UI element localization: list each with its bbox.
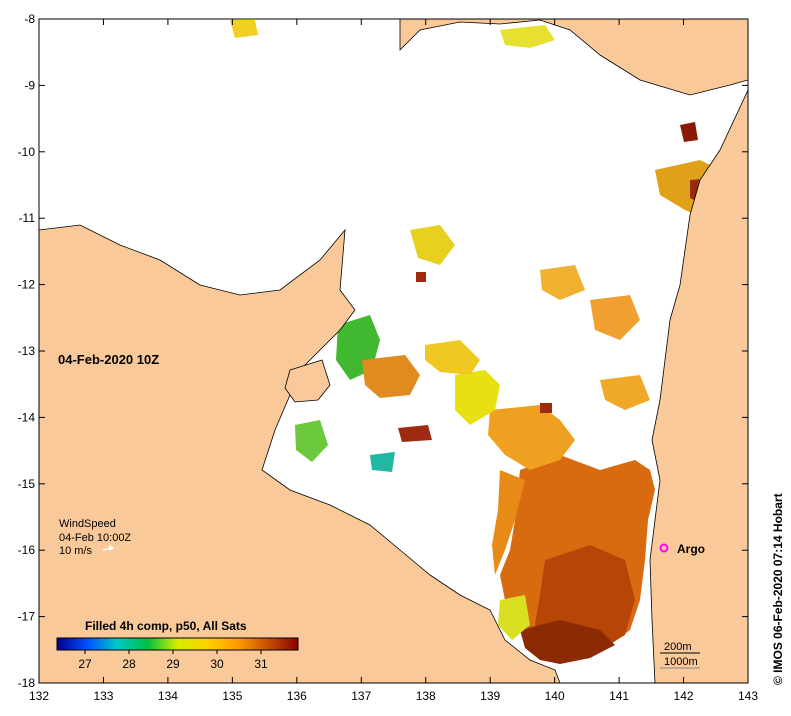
sst-patch-teal-1 [370,452,395,472]
date-label: 04-Feb-2020 10Z [58,352,159,367]
colorbar-tick-label: 30 [210,657,224,671]
y-tick-label: -14 [18,410,36,424]
x-tick-label: 139 [480,689,500,703]
wind-scale-label: 10 m/s [59,545,93,557]
x-tick-label: 134 [158,689,178,703]
land-cape-york [649,19,748,683]
y-tick-label: -15 [18,477,36,491]
sst-patch-ne-dark [680,122,698,142]
sst-patch-north-yellow [500,25,555,48]
y-tick-label: -12 [18,278,36,292]
wind-time: 04-Feb 10:00Z [59,532,131,544]
y-tick-label: -13 [18,344,36,358]
land-layer [39,19,748,683]
y-tick-label: -17 [18,610,36,624]
sst-patch-red-3 [416,272,426,282]
x-tick-label: 133 [93,689,113,703]
sst-patch-east-orange-2 [540,265,585,300]
x-tick-label: 135 [222,689,242,703]
colorbar-tick-label: 28 [122,657,136,671]
x-tick-label: 132 [29,689,49,703]
land-new-guinea [399,19,748,96]
x-tick-label: 143 [738,689,758,703]
sst-patch-small-yellow [230,20,258,38]
land-groote-eylandt [284,359,331,403]
x-axis: 132 133 134 135 136 137 138 139 140 141 142 143 [29,19,758,703]
sst-patch-orange-central [488,405,575,470]
sst-patch-orange-band [492,470,525,575]
colorbar-ticks: 27 28 29 30 31 [78,650,268,671]
sst-patch-hot-tip [520,620,615,664]
sst-patch-yellow-1 [455,370,500,425]
x-tick-label: 140 [545,689,565,703]
sst-patch-red-2 [540,403,552,413]
argo-marker-icon [659,543,669,553]
y-tick-label: -10 [18,145,36,159]
x-tick-label: 141 [609,689,629,703]
y-tick-label: -11 [19,211,36,225]
x-tick-label: 136 [287,689,307,703]
isobath-1000-label: 1000m [664,656,698,668]
y-axis: -8 -9 -10 -11 -12 -13 -14 -15 -16 -17 -18 [18,12,748,690]
sst-patch-mid-yellow [410,225,455,265]
sst-patch-red-1 [398,425,432,442]
y-tick-label: -8 [24,12,35,26]
sst-patch-green-west-2 [295,420,328,462]
x-tick-label: 137 [351,689,371,703]
x-tick-label: 142 [674,689,694,703]
y-tick-label: -9 [24,78,35,92]
sst-patch-east-orange [590,295,640,340]
colorbar-title: Filled 4h comp, p50, All Sats [85,619,247,633]
x-tick-label: 138 [416,689,436,703]
sst-patch-yellow-south [498,595,530,640]
isobath-200-label: 200m [664,641,692,653]
argo-label: Argo [677,542,705,556]
colorbar-tick-label: 27 [78,657,92,671]
wind-arrow-icon [102,545,115,551]
colorbar-tick-label: 29 [166,657,180,671]
y-tick-label: -16 [18,543,36,557]
sst-patch-yellow-2 [425,340,480,375]
land-arnhem [39,224,561,683]
sst-patch-mid-orange [600,375,650,410]
wind-title: WindSpeed [59,518,116,530]
y-tick-label: -18 [18,676,36,690]
sst-patch-orange-west [362,355,420,398]
credit-text: © IMOS 06-Feb-2020 07:14 Hobart [771,493,785,685]
colorbar [56,637,299,651]
colorbar-tick-label: 31 [254,657,268,671]
